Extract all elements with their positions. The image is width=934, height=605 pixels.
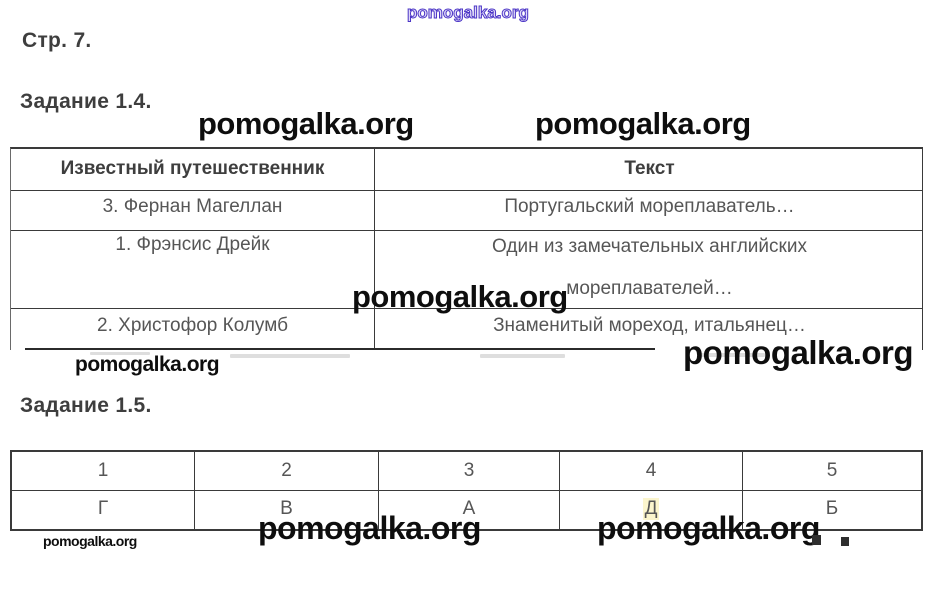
table-cell-text: Один из замечательных английских морепла…	[375, 226, 924, 310]
answer-cell-1: Г	[97, 498, 109, 519]
faded-text-artifact	[700, 353, 765, 357]
answers-header-2: 2	[281, 460, 292, 481]
table-column-divider	[194, 452, 195, 529]
table-bottom-border-partial	[25, 348, 655, 350]
answer-cell-5: Б	[825, 498, 839, 519]
travelers-table: Известный путешественник Текст 3. Фернан…	[10, 147, 923, 350]
dot-marker	[841, 537, 849, 546]
table-row-divider	[11, 230, 922, 231]
table-cell-text-line: Один из замечательных английских	[492, 236, 807, 257]
table-column-divider	[742, 452, 743, 529]
watermark-outline-top: pomogalka.org	[407, 3, 530, 23]
table-cell-traveler: 2. Христофор Колумб	[97, 315, 288, 336]
watermark-table-middle: pomogalka.org	[352, 279, 568, 314]
answers-header-3: 3	[463, 460, 475, 481]
table-header-traveler: Известный путешественник	[60, 158, 325, 179]
table-column-divider	[559, 452, 560, 529]
watermark-bottom-corner-small: pomogalka.org	[43, 533, 137, 549]
faded-text-artifact	[90, 352, 150, 355]
answers-table: 1 2 3 4 5 Г В А Д Б	[10, 450, 923, 531]
watermark-bottom-left-big: pomogalka.org	[258, 510, 481, 546]
faded-text-artifact	[230, 354, 350, 358]
answers-header-1: 1	[97, 460, 109, 481]
answer-cell-2: В	[280, 498, 293, 519]
answer-cell-4: Д	[560, 492, 742, 526]
table-row-divider	[11, 308, 922, 309]
page-title: Стр. 7.	[22, 29, 92, 52]
table-cell-traveler: 3. Фернан Магеллан	[102, 196, 283, 217]
watermark-above-table-left: pomogalka.org	[198, 106, 414, 141]
table-cell-text: Португальский мореплаватель…	[504, 196, 795, 217]
answer-cell-3: А	[462, 498, 476, 519]
table-row-divider	[11, 190, 922, 191]
table-cell-text: Знаменитый мореход, итальянец…	[493, 315, 806, 336]
table-row-divider	[12, 490, 921, 491]
faded-text-artifact	[480, 354, 565, 358]
table-cell-traveler: 1. Фрэнсис Дрейк	[115, 234, 270, 255]
watermark-bottom-right-big: pomogalka.org	[597, 510, 820, 546]
task-1-5-heading: Задание 1.5.	[20, 394, 152, 417]
answer-highlighted: Д	[642, 498, 660, 520]
task-1-4-heading: Задание 1.4.	[20, 90, 152, 113]
table-header-text: Текст	[624, 158, 675, 179]
answers-header-4: 4	[645, 460, 657, 481]
watermark-above-table-right: pomogalka.org	[535, 106, 751, 141]
dot-marker	[812, 535, 821, 545]
table-column-divider	[374, 149, 375, 350]
watermark-below-table-right: pomogalka.org	[683, 334, 914, 371]
table-column-divider	[378, 452, 379, 529]
watermark-below-table-left: pomogalka.org	[75, 353, 220, 376]
table-cell-text-line: мореплавателей…	[566, 278, 733, 299]
answers-header-5: 5	[826, 460, 838, 481]
